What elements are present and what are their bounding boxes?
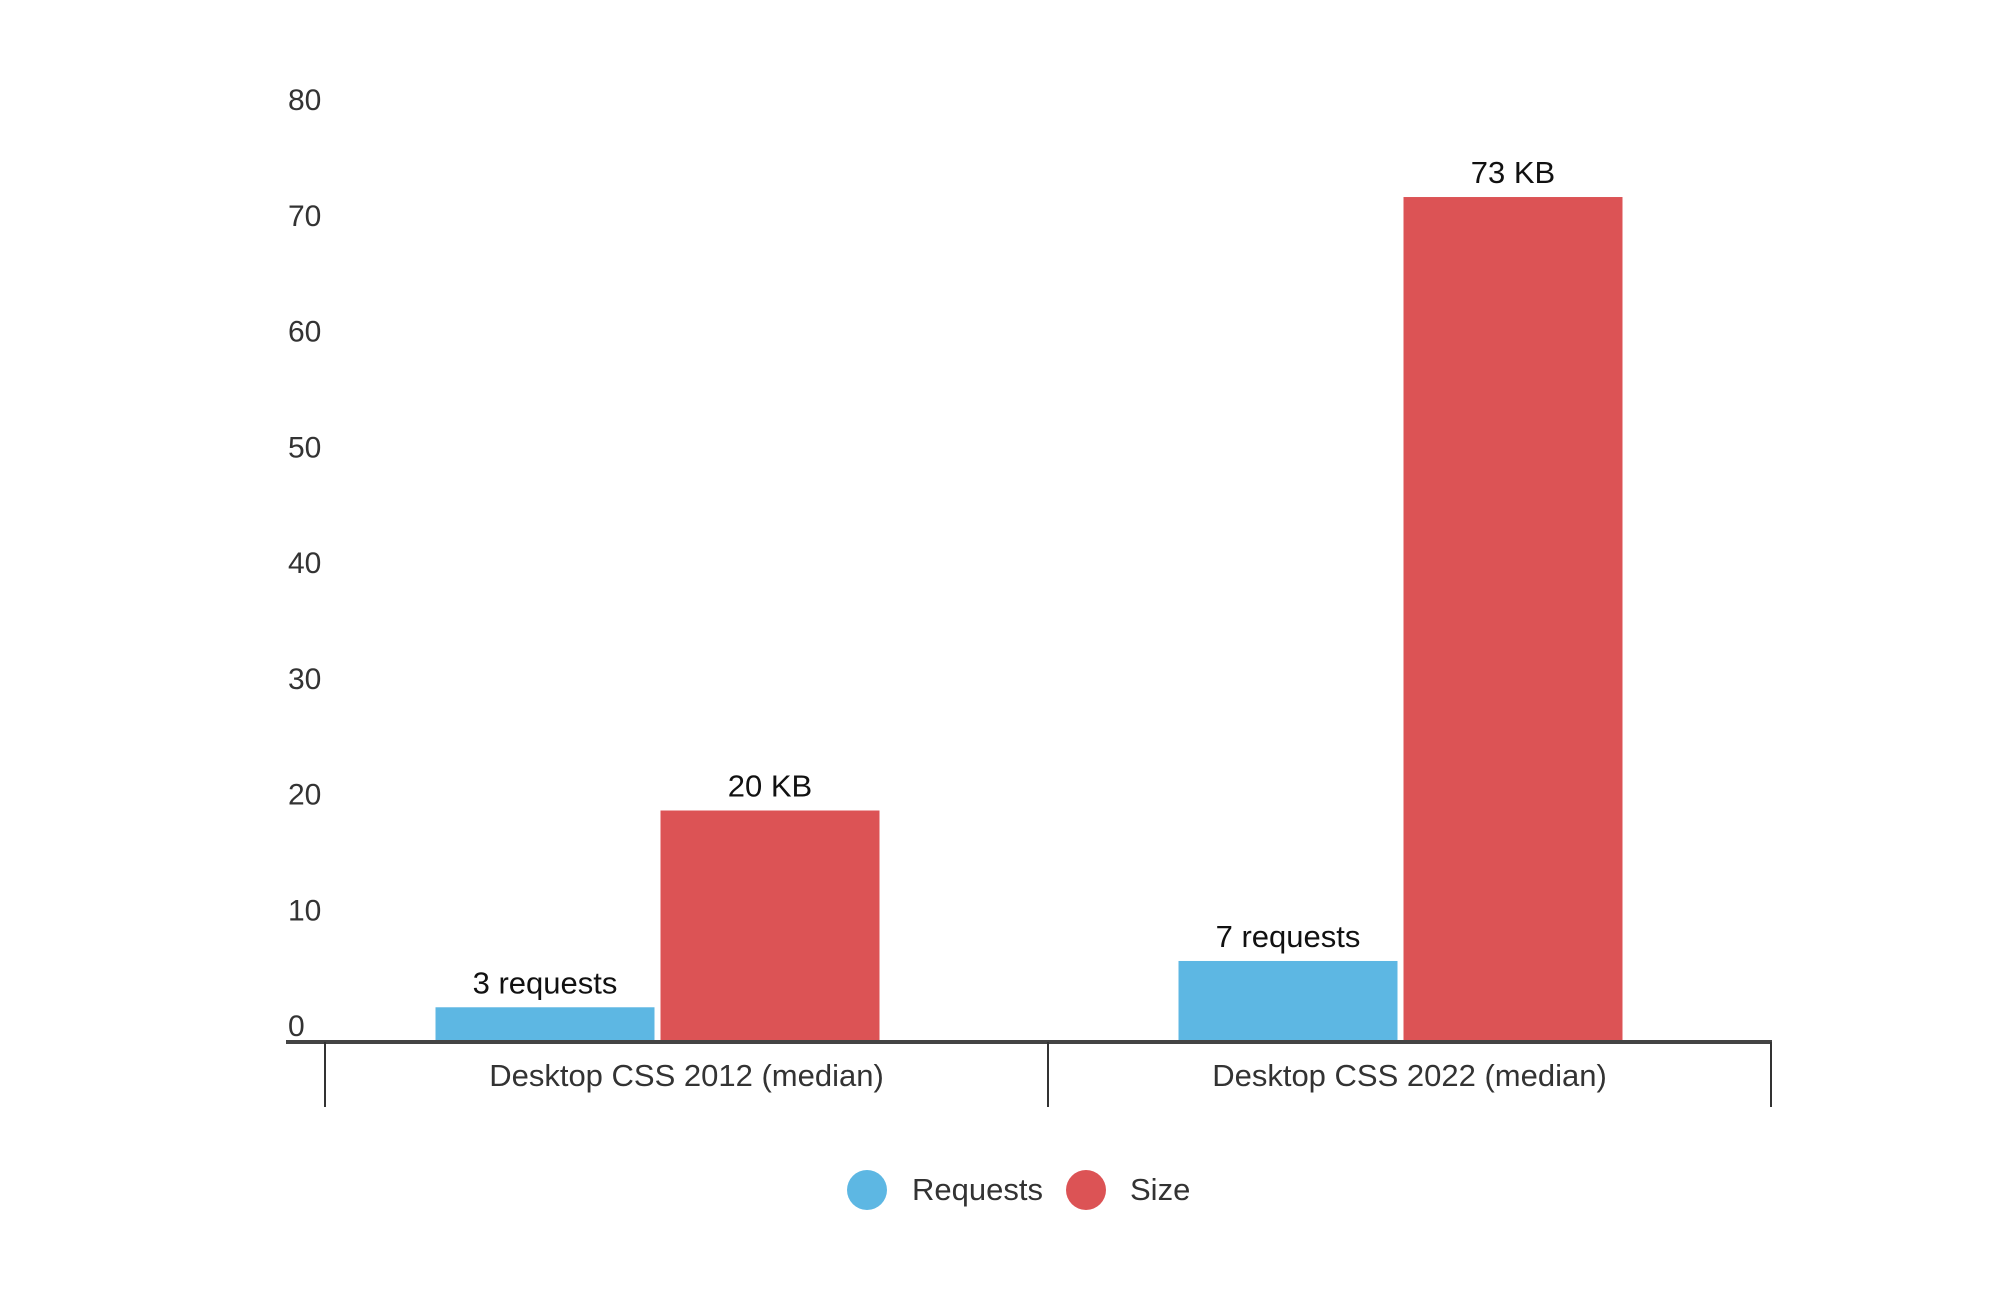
y-tick-label: 30 [288,663,321,696]
y-tick-label: 10 [288,894,321,927]
bar-size-1 [660,810,880,1042]
legend-label-size: Size [1130,1172,1190,1207]
y-tick-label: 20 [288,779,321,812]
bar-requests-1 [435,1007,655,1042]
category-label: Desktop CSS 2012 (median) [489,1058,884,1093]
bar-size-2 [1403,197,1623,1042]
x-axis [286,1040,1772,1107]
y-tick-label: 60 [288,316,321,349]
data-label-requests-2: 7 requests [1216,919,1361,954]
legend-swatch-size [1066,1170,1106,1210]
data-label-size-1: 20 KB [728,769,812,804]
legend-label-requests: Requests [912,1172,1043,1207]
data-label-size-2: 73 KB [1471,155,1555,190]
category-labels: Desktop CSS 2012 (median) Desktop CSS 202… [489,1058,1607,1093]
y-axis-ticks: 0 10 20 30 40 50 60 70 80 [288,84,321,1043]
y-tick-label: 40 [288,547,321,580]
legend-swatch-requests [847,1170,887,1210]
y-tick-label: 80 [288,84,321,117]
bars [435,197,1623,1042]
y-tick-label: 0 [288,1010,305,1043]
data-labels: 3 requests 20 KB 7 requests 73 KB [473,155,1556,1000]
legend: Requests Size [847,1170,1190,1210]
y-tick-label: 70 [288,200,321,233]
y-tick-label: 50 [288,431,321,464]
category-label: Desktop CSS 2022 (median) [1212,1058,1607,1093]
bar-requests-2 [1178,960,1398,1042]
data-label-requests-1: 3 requests [473,965,618,1000]
